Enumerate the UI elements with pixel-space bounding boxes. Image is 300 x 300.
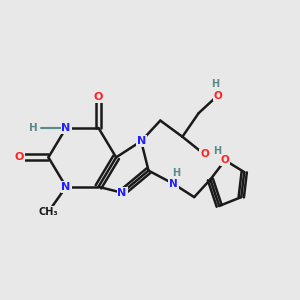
Text: H: H [172,168,181,178]
Text: O: O [94,92,103,102]
Text: N: N [61,123,71,133]
Text: O: O [221,155,230,165]
Text: O: O [213,91,222,100]
Text: H: H [211,79,219,89]
Text: CH₃: CH₃ [39,207,58,217]
Text: N: N [117,188,127,198]
Text: N: N [61,182,71,192]
Text: N: N [169,179,178,189]
Text: H: H [213,146,221,157]
Text: N: N [136,136,146,146]
Text: O: O [200,149,209,159]
Text: O: O [14,152,24,162]
Text: H: H [29,123,38,133]
